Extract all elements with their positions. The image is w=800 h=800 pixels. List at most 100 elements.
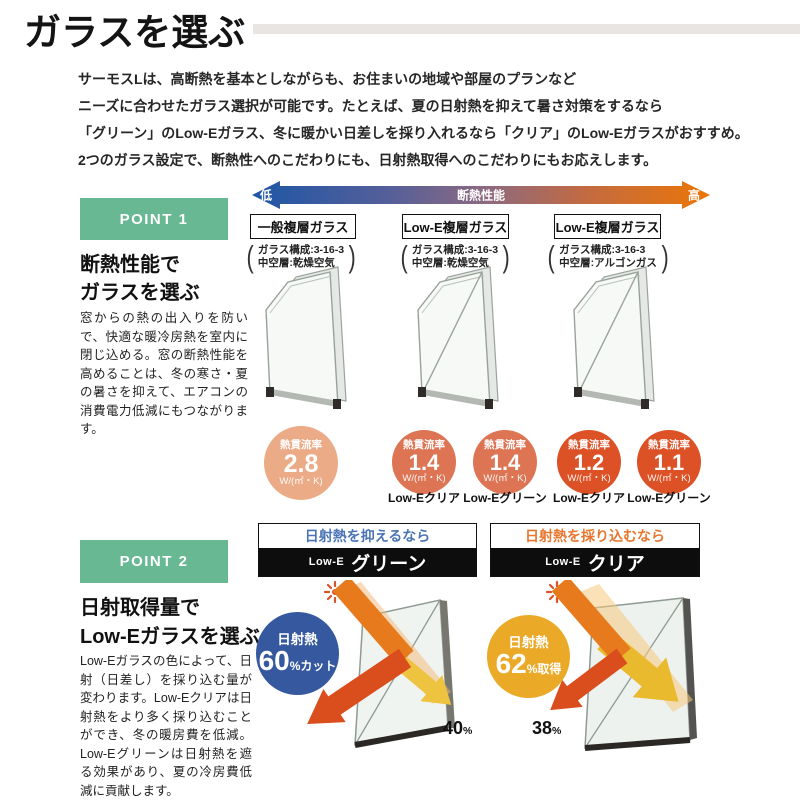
glass-spec-construction: ガラス構成:3-16-3 [257, 243, 345, 256]
point1-badge: POINT 1 [80, 198, 228, 240]
glass-spec-construction: ガラス構成:3-16-3 [559, 243, 646, 256]
transmitted-unit: % [463, 725, 473, 737]
u-value-circle: 熱貫流率 2.8 W/(㎡・K) [264, 426, 338, 500]
transmitted-value: 40 [443, 718, 464, 738]
glass-unit-illustration [265, 266, 347, 409]
intro-paragraph: サーモスLは、高断熱を基本としながらも、お住まいの地域や部屋のプランなど ニーズ… [78, 66, 749, 174]
u-value-label: 熱貫流率 [484, 439, 526, 451]
u-value-unit: W/(㎡・K) [647, 473, 691, 484]
panel-clear-header: 日射熱を採り込むなら Low-E クリア [490, 523, 700, 577]
glass-spec: ( ガラス構成:3-16-3 中空層:アルゴンガス ) [541, 239, 675, 274]
reflected-unit: % [552, 725, 562, 737]
point1-heading-line2: ガラスを選ぶ [80, 282, 200, 304]
glass-variant-label: Low-Eクリア [388, 491, 460, 505]
intro-line: 2つのガラス設定で、断熱性へのこだわりにも、日射熱取得へのこだわりにもお応えしま… [78, 152, 658, 168]
panel-tagline: 日射熱を抑えるなら [304, 528, 431, 544]
glass-spec: ( ガラス構成:3-16-3 中空層:乾燥空気 ) [391, 239, 519, 274]
panel-product-bar: Low-E クリア [491, 548, 699, 576]
paren-close: ) [661, 239, 669, 274]
solar-diagram-green [307, 580, 455, 748]
paren-close: ) [348, 239, 356, 274]
u-value-unit: W/(㎡・K) [483, 473, 527, 484]
paren-open: ( [246, 239, 254, 274]
intro-line: ニーズに合わせたガラス選択が可能です。たとえば、夏の日射熱を抑えて暑さ対策をする… [78, 98, 663, 114]
solar-circle-suffix: %取得 [526, 662, 562, 676]
u-value-number: 1.1 [653, 450, 685, 475]
u-value-number: 1.2 [573, 450, 605, 475]
paren-open: ( [400, 239, 408, 274]
reflected-value: 38 [532, 718, 553, 738]
u-value-circle: 熱貫流率 1.2 W/(㎡・K) [557, 430, 621, 494]
point2-heading-line1: 日射取得量で [80, 597, 200, 619]
u-value-circle: 熱貫流率 1.4 W/(㎡・K) [473, 430, 537, 494]
intro-line: 「グリーン」のLow-Eガラス、冬に暖かい日差しを採り入れるなら「クリア」のLo… [78, 125, 749, 141]
u-value-unit: W/(㎡・K) [279, 475, 323, 487]
u-value-number: 1.4 [489, 450, 521, 475]
glass-type-name: 一般複層ガラス [250, 214, 356, 239]
u-value-label: 熱貫流率 [568, 439, 610, 451]
incoming-sun-arrow [551, 580, 631, 663]
scale-center-label: 断熱性能 [457, 188, 505, 203]
point2-heading: 日射取得量で Low-Eガラスを選ぶ [80, 594, 260, 652]
glass-spec-cavity: 中空層:アルゴンガス [559, 257, 657, 269]
point1-heading-line1: 断熱性能で [80, 254, 180, 276]
glass-unit-illustration-lowe [417, 266, 499, 409]
u-value-number: 2.8 [283, 449, 319, 478]
glass-edge [440, 600, 455, 728]
scale-low-label: 低 [259, 188, 272, 203]
glass-unit-illustration-lowe-argon [573, 266, 655, 409]
product-name: グリーン [351, 553, 427, 575]
glass-type-name: Low-E複層ガラス [402, 214, 509, 239]
glass-spec: ( ガラス構成:3-16-3 中空層:乾燥空気 ) [238, 239, 364, 274]
u-value-unit: W/(㎡・K) [402, 473, 446, 484]
panel-green-header: 日射熱を抑えるなら Low-E グリーン [258, 523, 477, 577]
u-value-number: 1.4 [408, 450, 440, 475]
u-value-label: 熱貫流率 [403, 439, 445, 451]
reflected-percentage: 38 % [532, 718, 561, 739]
glass-type-name: Low-E複層ガラス [554, 214, 661, 239]
point1-body: 窓からの熱の出入りを防いで、快適な暖冷房熱を室内に閉じ込める。窓の断熱性能を高め… [80, 311, 248, 436]
solar-circle-label: 日射熱 [277, 632, 318, 647]
double-arrow-shape [252, 181, 710, 209]
transmitted-percentage: 40 % [443, 718, 472, 739]
solar-gain-circle: 日射熱 62 %取得 [487, 615, 570, 698]
insulation-scale-arrow: 低 断熱性能 高 [252, 181, 710, 209]
u-value-unit: W/(㎡・K) [567, 473, 611, 484]
solar-circle-suffix: %カット [289, 659, 337, 673]
solar-cut-circle: 日射熱 60 %カット [256, 612, 339, 695]
point2-badge: POINT 2 [80, 540, 228, 583]
point1-heading: 断熱性能で ガラスを選ぶ [80, 251, 200, 307]
panel-product-bar: Low-E グリーン [259, 548, 476, 576]
glass-variant-label: Low-Eグリーン [463, 491, 547, 505]
paren-close: ) [502, 239, 510, 274]
panel-tagline: 日射熱を採り込むなら [525, 528, 665, 544]
solar-circle-value: 62 [495, 648, 527, 679]
glass-variant-label: Low-Eグリーン [627, 491, 711, 505]
point2-body: Low-Eガラスの色によって、日射（日差し）を採り込む量が変わります。Low-E… [80, 654, 252, 798]
incoming-sun-arrow [332, 580, 414, 666]
solar-diagram-clear [545, 580, 697, 751]
solar-circle-value: 60 [258, 645, 290, 676]
glass-spec-construction: ガラス構成:3-16-3 [411, 243, 499, 256]
u-value-circle: 熱貫流率 1.4 W/(㎡・K) [392, 430, 456, 494]
reflected-arrow [307, 648, 412, 724]
u-value-circle: 熱貫流率 1.1 W/(㎡・K) [637, 430, 701, 494]
u-value-label: 熱貫流率 [280, 438, 322, 451]
product-name: クリア [587, 553, 645, 575]
glass-spec-cavity: 中空層:乾燥空気 [411, 257, 489, 269]
reflected-arrow [550, 648, 628, 711]
page-title: ガラスを選ぶ [24, 12, 246, 53]
u-value-label: 熱貫流率 [648, 439, 690, 451]
title-rule [253, 24, 800, 34]
glass-variant-label: Low-Eクリア [553, 491, 625, 505]
scale-high-label: 高 [688, 188, 700, 203]
point2-heading-line2: Low-Eガラスを選ぶ [80, 626, 260, 648]
solar-circle-label: 日射熱 [508, 635, 549, 650]
product-brand: Low-E [545, 556, 581, 568]
glass-edge [683, 598, 697, 740]
glass-spec-cavity: 中空層:乾燥空気 [257, 257, 335, 269]
paren-open: ( [547, 239, 555, 274]
product-brand: Low-E [308, 556, 345, 568]
intro-line: サーモスLは、高断熱を基本としながらも、お住まいの地域や部屋のプランなど [78, 71, 577, 87]
